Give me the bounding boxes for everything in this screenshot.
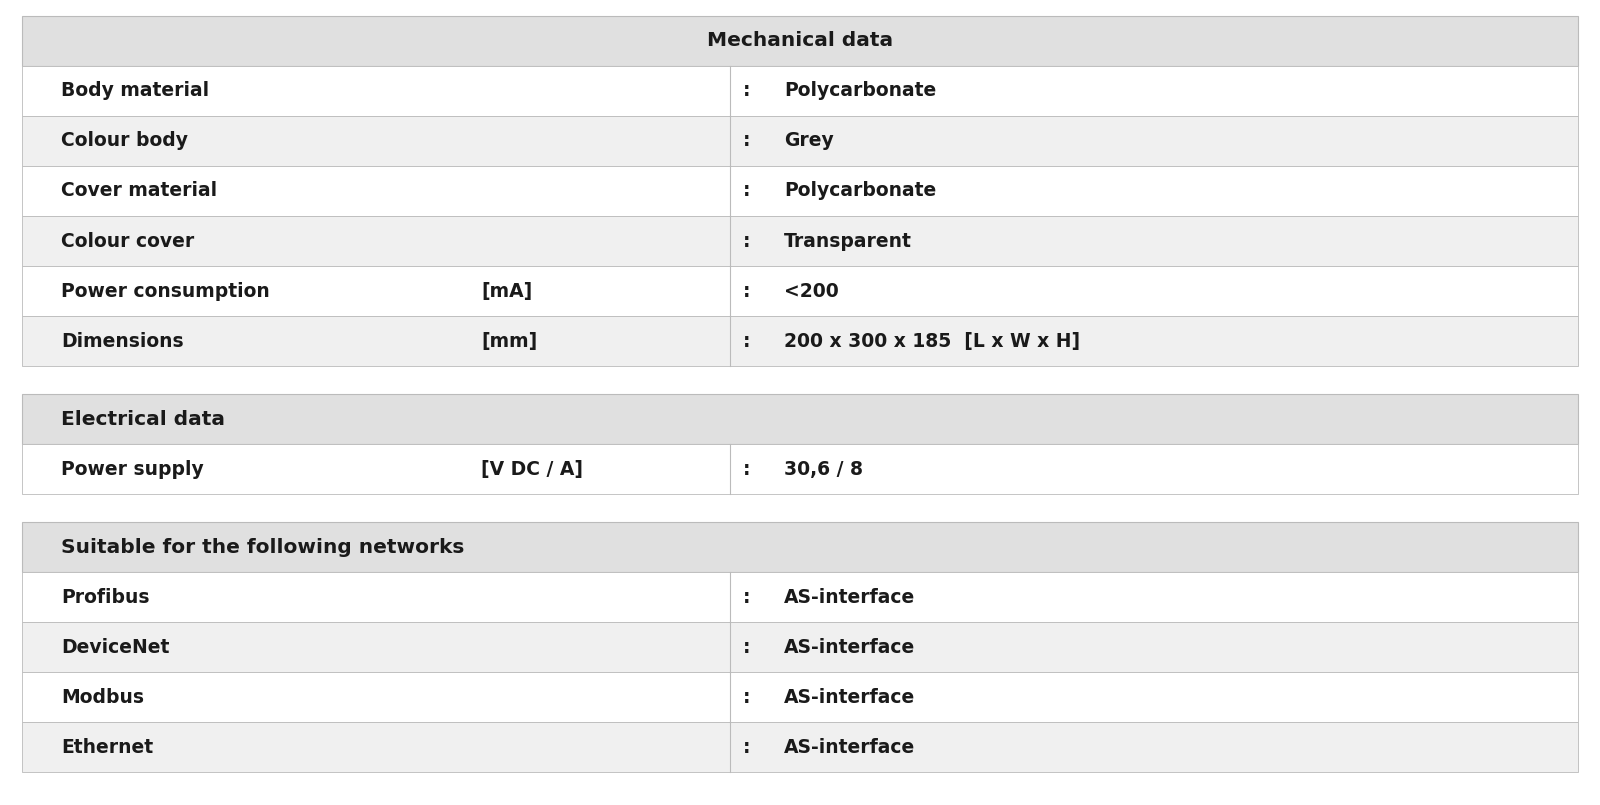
Text: :: : xyxy=(742,232,750,250)
Text: [mA]: [mA] xyxy=(482,282,533,300)
Text: Colour body: Colour body xyxy=(61,131,187,151)
Text: :: : xyxy=(742,181,750,200)
Bar xyxy=(22,316,1578,366)
Text: Suitable for the following networks: Suitable for the following networks xyxy=(61,538,464,556)
Text: Modbus: Modbus xyxy=(61,687,144,707)
Bar xyxy=(22,66,1578,116)
Text: <200: <200 xyxy=(784,282,838,300)
Text: Grey: Grey xyxy=(784,131,834,151)
Bar xyxy=(22,722,1578,772)
Bar xyxy=(22,522,1578,572)
Text: Mechanical data: Mechanical data xyxy=(707,31,893,51)
Text: 200 x 300 x 185  [L x W x H]: 200 x 300 x 185 [L x W x H] xyxy=(784,332,1080,350)
Text: 30,6 / 8: 30,6 / 8 xyxy=(784,460,862,478)
Bar xyxy=(22,16,1578,66)
Text: Cover material: Cover material xyxy=(61,181,218,200)
Text: Dimensions: Dimensions xyxy=(61,332,184,350)
Bar xyxy=(22,572,1578,622)
Bar xyxy=(22,394,1578,444)
Text: DeviceNet: DeviceNet xyxy=(61,638,170,657)
Text: :: : xyxy=(742,131,750,151)
Text: :: : xyxy=(742,460,750,478)
Text: :: : xyxy=(742,588,750,606)
Text: Profibus: Profibus xyxy=(61,588,149,606)
Bar xyxy=(22,622,1578,672)
Text: :: : xyxy=(742,81,750,101)
Text: Colour cover: Colour cover xyxy=(61,232,194,250)
Text: :: : xyxy=(742,687,750,707)
Text: AS-interface: AS-interface xyxy=(784,737,915,757)
Text: [V DC / A]: [V DC / A] xyxy=(482,460,582,478)
Text: Body material: Body material xyxy=(61,81,210,101)
Bar xyxy=(22,444,1578,494)
Bar xyxy=(22,266,1578,316)
Bar xyxy=(22,116,1578,166)
Text: :: : xyxy=(742,282,750,300)
Text: Power supply: Power supply xyxy=(61,460,203,478)
Bar xyxy=(22,672,1578,722)
Text: Transparent: Transparent xyxy=(784,232,912,250)
Text: Power consumption: Power consumption xyxy=(61,282,270,300)
Bar xyxy=(22,166,1578,216)
Text: :: : xyxy=(742,638,750,657)
Text: Polycarbonate: Polycarbonate xyxy=(784,81,936,101)
Text: AS-interface: AS-interface xyxy=(784,638,915,657)
Text: Electrical data: Electrical data xyxy=(61,410,226,428)
Text: :: : xyxy=(742,737,750,757)
Text: AS-interface: AS-interface xyxy=(784,588,915,606)
Text: Ethernet: Ethernet xyxy=(61,737,154,757)
Text: Polycarbonate: Polycarbonate xyxy=(784,181,936,200)
Bar xyxy=(22,216,1578,266)
Text: AS-interface: AS-interface xyxy=(784,687,915,707)
Text: [mm]: [mm] xyxy=(482,332,538,350)
Text: :: : xyxy=(742,332,750,350)
